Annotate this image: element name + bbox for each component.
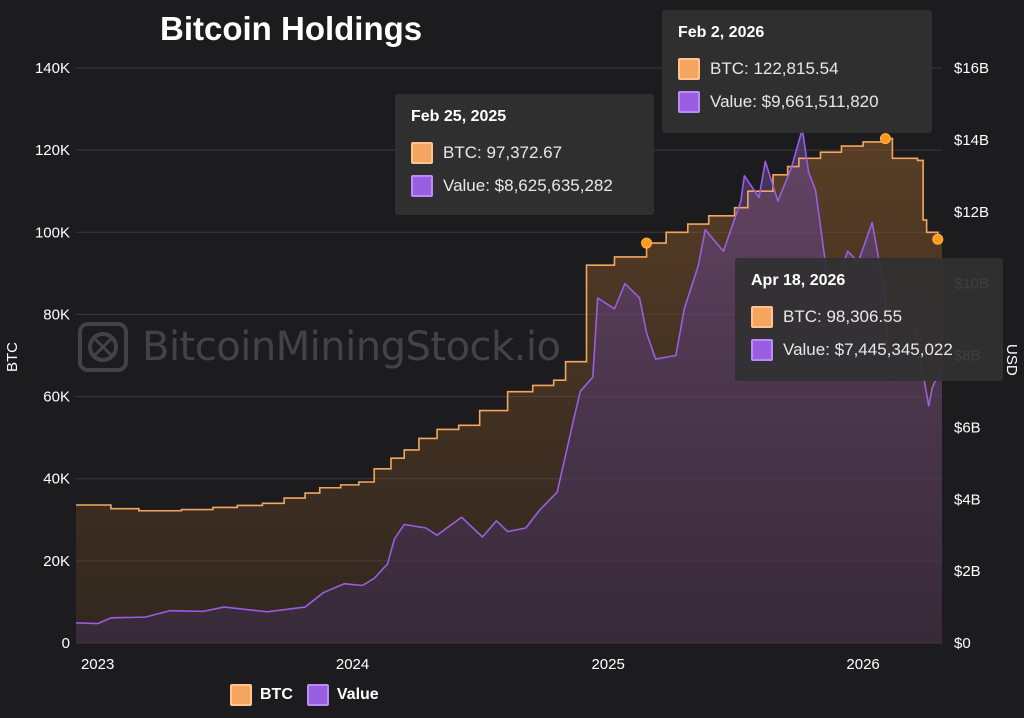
x-tick-label: 2023 — [81, 656, 114, 673]
highlight-markers — [641, 133, 944, 249]
y-right-tick-label: $0 — [954, 635, 971, 652]
watermark: BitcoinMiningStock.io — [78, 322, 561, 372]
series-lines — [75, 128, 943, 625]
y-left-tick-label: 20K — [43, 553, 70, 570]
y-left-tick-label: 40K — [43, 471, 70, 488]
value-line — [75, 128, 943, 625]
btc-swatch-icon — [411, 141, 433, 164]
btc-highlight-point — [879, 133, 891, 145]
y-right-tick-label: $14B — [954, 132, 989, 149]
watermark-text: BitcoinMiningStock.io — [142, 324, 561, 370]
tooltip-btc-value: BTC: 98,306.55 — [783, 306, 903, 326]
tooltip-value-row: Value: $8,625,635,282 — [411, 169, 638, 202]
y-left-tick-label: 60K — [43, 389, 70, 406]
value-swatch-icon — [678, 90, 700, 113]
btc-legend-swatch-icon — [230, 684, 252, 706]
miner-logo-icon — [78, 322, 128, 372]
tooltip-usd-value: Value: $9,661,511,820 — [710, 91, 879, 111]
y-left-tick-label: 120K — [35, 142, 70, 159]
btc-highlight-point — [932, 233, 944, 245]
x-tick-label: 2026 — [846, 656, 879, 673]
tooltip-apr-2026: Apr 18, 2026 BTC: 98,306.55 Value: $7,44… — [735, 258, 1003, 381]
tooltip-feb-2025: Feb 25, 2025 BTC: 97,372.67 Value: $8,62… — [395, 94, 654, 215]
tooltip-usd-value: Value: $7,445,345,022 — [783, 339, 953, 359]
tooltip-usd-value: Value: $8,625,635,282 — [443, 175, 613, 195]
tooltip-btc-row: BTC: 122,815.54 — [678, 52, 916, 85]
y-left-tick-label: 100K — [35, 224, 70, 241]
tooltip-value-row: Value: $7,445,345,022 — [751, 333, 987, 366]
legend-item-btc[interactable]: BTC — [230, 684, 293, 706]
y-left-tick-label: 80K — [43, 306, 70, 323]
tooltip-date: Apr 18, 2026 — [751, 272, 846, 289]
tooltip-date: Feb 25, 2025 — [411, 108, 507, 125]
y-right-tick-label: $12B — [954, 204, 989, 221]
y-right-tick-label: $16B — [954, 60, 989, 77]
chart-title: Bitcoin Holdings — [160, 10, 423, 47]
legend-label-value: Value — [336, 686, 379, 703]
tooltip-feb-2026: Feb 2, 2026 BTC: 122,815.54 Value: $9,66… — [662, 10, 932, 133]
series-areas — [76, 129, 942, 643]
axis-ticks: 020K40K60K80K100K120K140K$0$2B$4B$6B$8B$… — [35, 60, 989, 673]
y-left-tick-label: 140K — [35, 60, 70, 77]
tooltip-btc-row: BTC: 97,372.67 — [411, 136, 638, 169]
btc-line — [76, 137, 942, 512]
y-left-tick-label: 0 — [62, 635, 70, 652]
legend-item-value[interactable]: Value — [306, 684, 379, 706]
right-axis-title: USD — [1003, 344, 1020, 376]
btc-swatch-icon — [751, 305, 773, 328]
legend-label-btc: BTC — [260, 686, 293, 703]
tooltip-btc-row: BTC: 98,306.55 — [751, 300, 987, 333]
y-right-tick-label: $2B — [954, 563, 981, 580]
btc-swatch-icon — [678, 57, 700, 80]
value-area — [76, 129, 942, 643]
x-tick-label: 2024 — [336, 656, 369, 673]
chart-legend: BTC Value — [230, 684, 393, 706]
value-legend-swatch-icon — [306, 684, 329, 706]
btc-highlight-point — [641, 237, 653, 249]
x-tick-label: 2025 — [591, 656, 624, 673]
y-right-tick-label: $4B — [954, 491, 981, 508]
tooltip-btc-value: BTC: 122,815.54 — [710, 58, 839, 78]
tooltip-btc-value: BTC: 97,372.67 — [443, 142, 563, 162]
value-swatch-icon — [751, 338, 773, 361]
y-right-tick-label: $6B — [954, 419, 981, 436]
value-swatch-icon — [411, 174, 433, 197]
left-axis-title: BTC — [4, 342, 21, 372]
tooltip-date: Feb 2, 2026 — [678, 24, 765, 41]
tooltip-value-row: Value: $9,661,511,820 — [678, 85, 916, 118]
